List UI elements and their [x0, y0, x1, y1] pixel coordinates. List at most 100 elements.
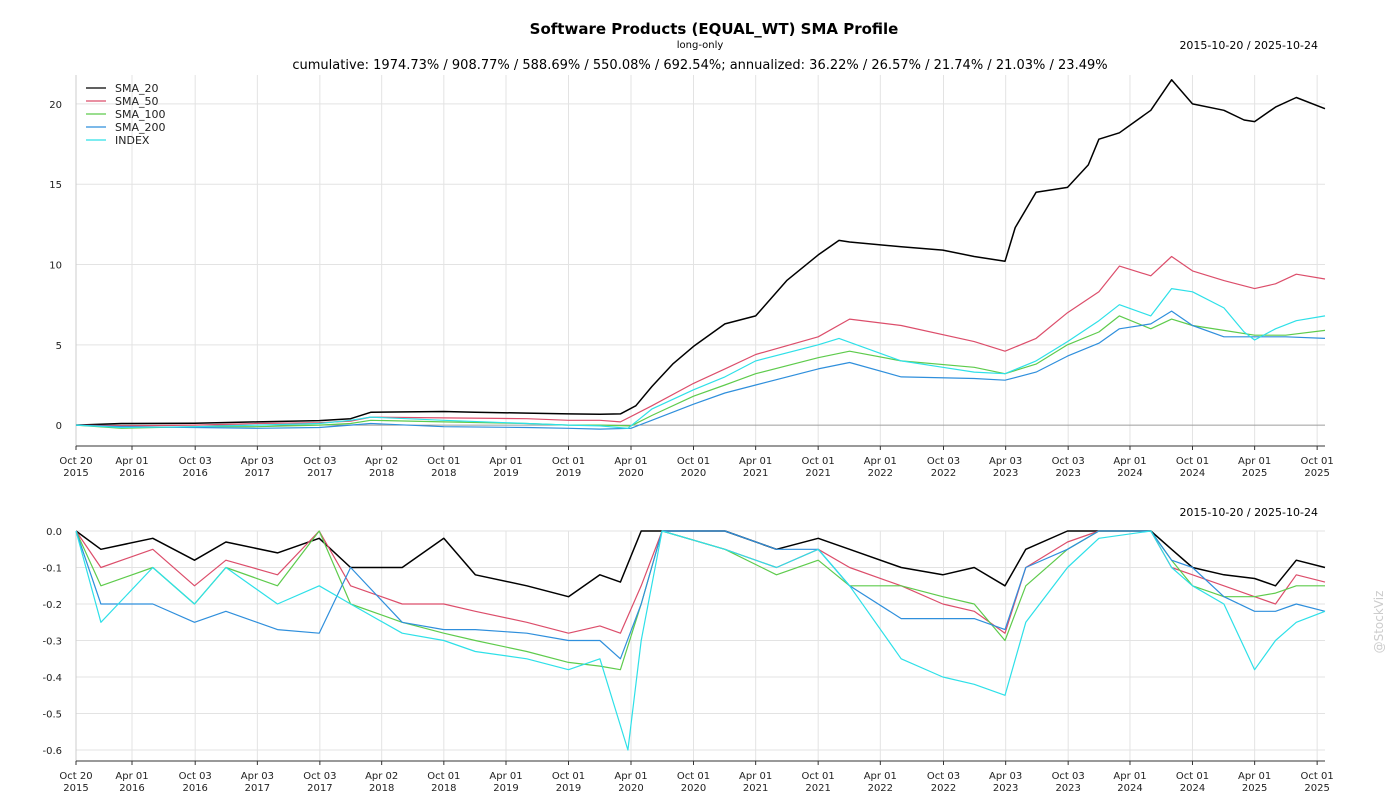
- y-tick-label: -0.3: [42, 637, 62, 648]
- watermark: @StockViz: [1372, 591, 1386, 654]
- x-tick-label-line1: Oct 20: [59, 456, 92, 467]
- cumulative-grid: [75, 75, 1325, 446]
- x-tick-label-line1: Apr 01: [489, 456, 522, 467]
- y-tick-label: -0.2: [42, 600, 62, 611]
- legend-label: SMA_50: [115, 95, 159, 108]
- x-tick-label-line2: 2023: [993, 783, 1018, 794]
- x-tick-label: Oct 03 2017: [303, 456, 336, 479]
- x-tick-label-line1: Oct 01: [802, 771, 835, 782]
- x-tick-label-line2: 2017: [245, 783, 270, 794]
- x-tick-label-line2: 2021: [743, 783, 768, 794]
- x-tick-label: Oct 01 2021: [802, 771, 835, 794]
- x-tick-label: Apr 03 2023: [989, 456, 1022, 479]
- x-tick-label-line2: 2024: [1180, 468, 1205, 479]
- x-tick-label: Oct 01 2025: [1301, 456, 1334, 479]
- x-tick-label-line2: 2020: [618, 783, 643, 794]
- x-tick-label: Oct 01 2019: [552, 771, 585, 794]
- x-tick-label-line2: 2016: [119, 783, 144, 794]
- x-tick-label-line1: Oct 01: [1176, 771, 1209, 782]
- x-tick-label-line2: 2018: [431, 468, 456, 479]
- drawdown-series: [75, 530, 1326, 751]
- drawdown-grid: [75, 530, 1325, 761]
- x-tick-label: Apr 01 2021: [739, 771, 772, 794]
- series-line-sma-20: [75, 530, 1326, 598]
- cumulative-series: [75, 79, 1326, 430]
- x-tick-label-line2: 2019: [493, 783, 518, 794]
- x-tick-label: Apr 03 2017: [241, 456, 274, 479]
- date-range-bottom: 2015-10-20 / 2025-10-24: [1179, 506, 1318, 519]
- y-tick-label: -0.6: [42, 746, 62, 757]
- x-tick-label-line1: Apr 01: [864, 771, 897, 782]
- x-tick-label-line2: 2016: [182, 783, 207, 794]
- x-tick-label-line2: 2023: [993, 468, 1018, 479]
- x-tick-label: Apr 01 2022: [864, 771, 897, 794]
- x-tick-label-line2: 2019: [556, 468, 581, 479]
- y-tick-label: 0: [56, 421, 62, 432]
- y-tick-label: -0.1: [42, 564, 62, 575]
- x-tick-label: Oct 20 2015: [59, 456, 92, 479]
- x-tick-label: Oct 01 2024: [1176, 456, 1209, 479]
- x-tick-label-line1: Oct 01: [427, 456, 460, 467]
- series-line-sma-100: [75, 530, 1325, 671]
- x-tick-label-line1: Oct 03: [927, 456, 960, 467]
- x-tick-label: Oct 03 2016: [179, 771, 212, 794]
- y-tick-label: 15: [49, 180, 62, 191]
- x-tick-label-line2: 2015: [63, 468, 88, 479]
- x-tick-label-line1: Apr 01: [739, 456, 772, 467]
- x-tick-label-line1: Apr 01: [1238, 456, 1271, 467]
- x-tick-label-line2: 2022: [931, 783, 956, 794]
- x-tick-label: Oct 03 2022: [927, 771, 960, 794]
- x-tick-label-line1: Apr 01: [1113, 771, 1146, 782]
- x-tick-label-line1: Apr 01: [489, 771, 522, 782]
- x-tick-label-line2: 2021: [805, 468, 830, 479]
- x-tick-label: Apr 01 2024: [1113, 456, 1146, 479]
- x-tick-label-line2: 2021: [743, 468, 768, 479]
- x-tick-label: Apr 01 2016: [115, 771, 148, 794]
- x-tick-label: Apr 02 2018: [365, 771, 398, 794]
- x-tick-label: Apr 01 2025: [1238, 771, 1271, 794]
- x-tick-label-line1: Apr 01: [115, 771, 148, 782]
- chart-subtitle: long-only: [677, 40, 724, 51]
- x-tick-label-line1: Apr 03: [241, 456, 274, 467]
- x-tick-label: Oct 01 2021: [802, 456, 835, 479]
- x-tick-label-line2: 2022: [868, 468, 893, 479]
- y-tick-label: -0.5: [42, 710, 62, 721]
- x-tick-label: Oct 01 2020: [677, 771, 710, 794]
- x-tick-label: Apr 01 2022: [864, 456, 897, 479]
- x-tick-label-line2: 2024: [1180, 783, 1205, 794]
- x-tick-label-line1: Oct 03: [927, 771, 960, 782]
- x-tick-label: Oct 01 2025: [1301, 771, 1334, 794]
- x-tick-label: Oct 03 2023: [1052, 456, 1085, 479]
- x-tick-label-line2: 2022: [868, 783, 893, 794]
- series-line-sma-200: [75, 530, 1326, 660]
- series-line-sma-200: [75, 310, 1326, 430]
- x-tick-label-line2: 2018: [369, 783, 394, 794]
- x-tick-label: Apr 01 2020: [614, 456, 647, 479]
- legend-label: INDEX: [115, 134, 150, 147]
- series-line-index: [75, 288, 1326, 429]
- x-tick-label-line1: Oct 03: [303, 771, 336, 782]
- x-tick-label-line1: Apr 01: [1238, 771, 1271, 782]
- x-tick-label-line2: 2018: [431, 783, 456, 794]
- x-tick-label-line1: Apr 03: [989, 456, 1022, 467]
- x-tick-label: Apr 01 2020: [614, 771, 647, 794]
- x-tick-label: Oct 01 2019: [552, 456, 585, 479]
- returns-summary: cumulative: 1974.73% / 908.77% / 588.69%…: [292, 58, 1107, 73]
- x-tick-label: Oct 03 2016: [179, 456, 212, 479]
- x-tick-label-line1: Apr 03: [241, 771, 274, 782]
- x-tick-label-line1: Oct 20: [59, 771, 92, 782]
- x-tick-label: Oct 01 2018: [427, 771, 460, 794]
- x-tick-label-line2: 2025: [1242, 783, 1267, 794]
- x-tick-label-line2: 2017: [307, 783, 332, 794]
- x-tick-label-line2: 2020: [681, 468, 706, 479]
- series-line-index: [75, 530, 1326, 751]
- x-tick-label: Apr 03 2023: [989, 771, 1022, 794]
- x-tick-label-line2: 2024: [1117, 783, 1142, 794]
- chart-title: Software Products (EQUAL_WT) SMA Profile: [530, 20, 899, 38]
- x-tick-label-line1: Apr 03: [989, 771, 1022, 782]
- x-tick-label: Oct 01 2020: [677, 456, 710, 479]
